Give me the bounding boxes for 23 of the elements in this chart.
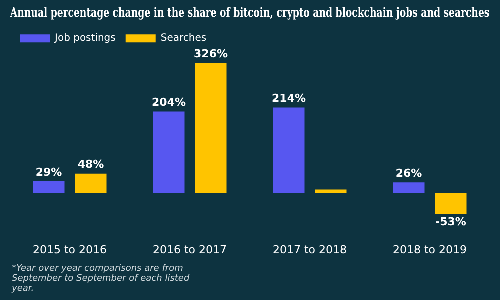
bar [195,63,227,193]
bar [435,192,467,214]
legend-label: Searches [160,33,207,44]
data-label: -53% [436,215,466,228]
data-label: 204% [152,96,186,110]
bar [273,108,305,193]
bar [315,190,347,193]
data-label: 26% [396,166,422,180]
data-label: 29% [36,166,62,179]
data-label: 48% [78,158,104,172]
data-label: 326% [194,48,228,61]
x-tick-label: 2016 to 2017 [152,243,228,256]
bar [33,181,65,193]
x-tick-label: 2015 to 2016 [32,243,108,256]
data-label: 214% [272,92,306,106]
x-tick-label: 2017 to 2018 [272,243,348,256]
legend-label: Job postings [54,33,116,44]
chart-title: Annual percentage change in the share of bitcoin, crypto and blockchain jobs and searches [10,4,490,21]
text: *Year over year comparisons are from September to September of each listed year. [12,264,191,294]
bar [393,182,425,193]
bar [153,112,185,193]
x-tick-label: 2018 to 2019 [392,243,468,256]
bar [75,174,107,193]
